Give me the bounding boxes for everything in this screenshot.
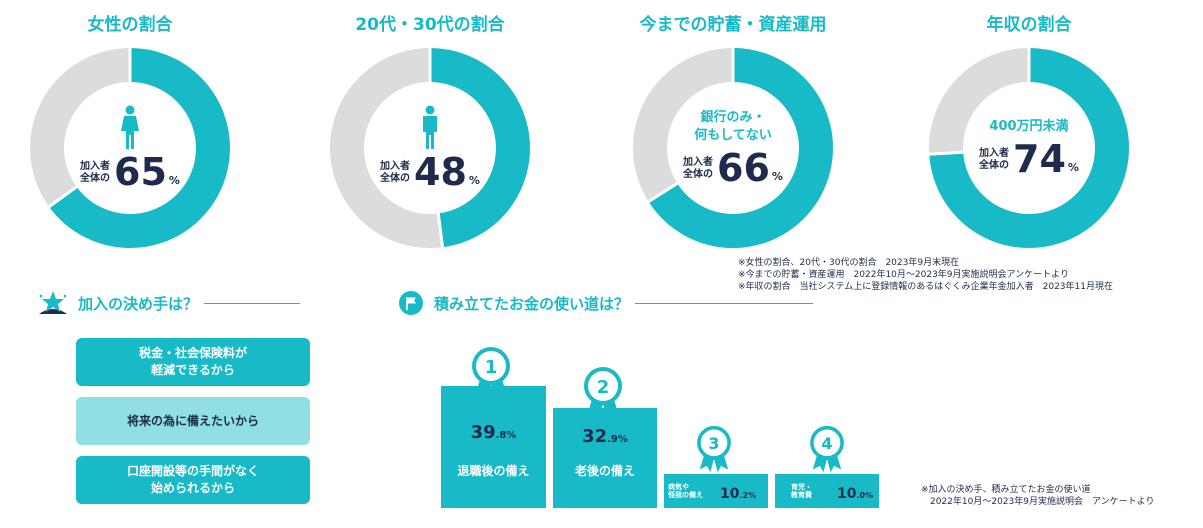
- bar-label: 育児・ 教育費: [791, 483, 812, 499]
- rank-1-medal-icon: 1: [472, 347, 510, 399]
- footnote-line: ※加入の決め手、積み立てたお金の使い道: [921, 485, 1091, 495]
- stat-label: 加入者 全体の: [979, 148, 1010, 171]
- note-line: ※女性の割合、20代・30代の割合 2023年9月末現在: [738, 258, 960, 268]
- bar-rank-1: 39.8% 退職後の備え: [441, 386, 546, 508]
- donut-ring: [929, 48, 1129, 248]
- bar-label: 退職後の備え: [457, 464, 530, 478]
- reasons-title: 加入の決め手は？: [78, 294, 199, 313]
- donut-title: 女性の割合: [87, 15, 173, 35]
- stat-value: 74: [1013, 137, 1066, 181]
- bar-decimal: .8: [495, 430, 507, 441]
- bar-rank-4: 育児・ 教育費 10.0%: [775, 474, 879, 508]
- reason-text: 将来の為に備えたいから: [126, 413, 259, 428]
- bar-unit: %: [865, 491, 874, 500]
- reason-text: 税金・社会保険料が 軽減できるから: [138, 346, 247, 377]
- rank-number: 2: [597, 377, 610, 398]
- reasons-header: 加入の決め手は？: [36, 290, 301, 316]
- reason-card: 税金・社会保険料が 軽減できるから: [76, 338, 310, 386]
- bar-label: 老後の備え: [574, 464, 635, 478]
- usage-title: 積み立てたお金の使い道は？: [434, 294, 630, 313]
- bar-rank-2: 32.9% 老後の備え: [553, 408, 657, 508]
- donut-chart-savings: 今までの貯蓄・資産運用 銀行のみ・ 何もしてない 加入者 全体の 66 %: [603, 0, 863, 260]
- bar-value: 32: [582, 426, 608, 447]
- stat-unit: %: [1067, 161, 1079, 174]
- stat-value: 48: [414, 150, 467, 194]
- bar-unit: %: [748, 491, 757, 500]
- donut-sub-label: 銀行のみ・ 何もしてない: [694, 110, 772, 143]
- bar-label: 病気や 怪我の備え: [668, 483, 703, 499]
- bar-decimal: .2: [739, 491, 749, 500]
- star-badge-icon: [39, 291, 67, 314]
- header-divider: [204, 302, 301, 304]
- donut-chart-age: 20代・30代の割合 加入者 全体の 48 %: [300, 0, 560, 260]
- stat-unit: %: [771, 170, 783, 183]
- stat-label: 加入者 全体の: [80, 161, 111, 184]
- donut-title: 年収の割合: [986, 15, 1072, 35]
- header-divider: [635, 302, 814, 304]
- donut-chart-women: 女性の割合 加入者 全体の 65 %: [0, 0, 260, 260]
- donut-separator: [47, 184, 79, 209]
- female-icon: [121, 105, 139, 149]
- stat-unit: %: [468, 174, 480, 187]
- donut-sub-label: 400万円未満: [989, 119, 1069, 134]
- rank-number: 4: [821, 434, 832, 453]
- stat-value: 65: [114, 150, 167, 194]
- reason-card: 将来の為に備えたいから: [76, 397, 310, 445]
- rank-number: 1: [485, 357, 498, 378]
- stat-value: 66: [717, 146, 770, 190]
- footnote: ※加入の決め手、積み立てたお金の使い道 2022年10月～2023年9月実施説明…: [921, 484, 1154, 508]
- donut-ring: [30, 48, 230, 248]
- rank-4-medal-icon: 4: [810, 425, 844, 473]
- note-line: ※今までの貯蓄・資産運用 2022年10月～2023年9月実施説明会アンケートよ…: [738, 270, 1069, 280]
- reason-text: 口座開設等の手間がなく 始められるから: [126, 464, 259, 495]
- bar-value: 10: [720, 486, 740, 502]
- note-line: ※年収の割合 当社システム上に登録情報のあるはぐくみ企業年金加入者 2023年1…: [738, 282, 1113, 292]
- bar-rank-3: 病気や 怪我の備え 10.2%: [664, 474, 768, 508]
- usage-header: 積み立てたお金の使い道は？: [398, 290, 814, 316]
- donut-separator: [436, 212, 445, 248]
- bar-decimal: .0: [856, 491, 866, 500]
- bar-value: 10: [837, 486, 857, 502]
- footnote-line: 2022年10月～2023年9月実施説明会 アンケートより: [921, 497, 1155, 507]
- donut-title: 今までの貯蓄・資産運用: [639, 15, 827, 35]
- stat-label: 加入者 全体の: [380, 161, 411, 184]
- male-icon: [423, 105, 437, 149]
- rank-number: 3: [708, 434, 719, 453]
- flag-icon: [399, 291, 423, 315]
- donut-chart-income: 年収の割合 400万円未満 加入者 全体の 74 %: [899, 0, 1159, 260]
- donut-ring: [330, 48, 530, 248]
- bar-unit: %: [506, 430, 517, 441]
- stat-unit: %: [168, 174, 180, 187]
- source-notes: ※女性の割合、20代・30代の割合 2023年9月末現在 ※今までの貯蓄・資産運…: [738, 257, 1113, 293]
- rank-2-medal-icon: 2: [584, 367, 622, 419]
- bar-value: 39: [470, 422, 496, 443]
- donut-ring: [633, 48, 833, 248]
- stat-label: 加入者 全体の: [683, 157, 714, 180]
- bar-unit: %: [617, 434, 628, 445]
- bar-decimal: .9: [607, 434, 618, 445]
- rank-3-medal-icon: 3: [697, 425, 731, 473]
- donut-separator: [646, 181, 679, 204]
- donut-separator: [929, 150, 965, 156]
- reason-card: 口座開設等の手間がなく 始められるから: [76, 456, 310, 504]
- donut-title: 20代・30代の割合: [355, 15, 505, 35]
